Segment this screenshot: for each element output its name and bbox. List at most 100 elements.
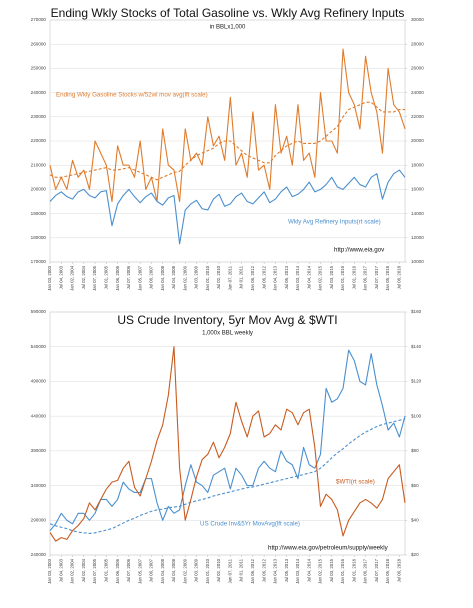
x-tick-label: Jul 06, 2018 (397, 558, 402, 582)
x-tick-label: Jul 04, 2008 (171, 265, 176, 289)
y2-tick-label: $100 (411, 413, 422, 418)
x-tick-label: Jan 03, 2014 (295, 265, 300, 290)
x-tick-label: Jan 02, 2009 (182, 558, 187, 583)
y-tick-label: 200000 (31, 187, 47, 192)
annotation: Ending Wkly Gasoline Stocks w/52wl mov a… (56, 92, 208, 99)
x-tick-label: Jul 03, 2009 (194, 265, 199, 289)
x-tick-label: Jan 06, 2012 (250, 558, 255, 583)
series-line (49, 101, 405, 181)
y2-tick-label: 14000 (411, 211, 424, 216)
x-tick-label: Jan 07, 2005 (92, 265, 97, 290)
y-tick-label: 240000 (31, 552, 47, 557)
annotation: US Crude Inv&5Yr MovAvg(lft scale) (200, 521, 300, 528)
series-line (49, 169, 406, 245)
x-tick-label: Jan 07, 2005 (92, 558, 97, 583)
y2-tick-label: 10000 (411, 259, 424, 264)
x-tick-label: Jul 02, 2004 (81, 265, 86, 289)
y-tick-label: 260000 (31, 41, 47, 46)
x-tick-label: Jan 05, 2007 (137, 558, 142, 583)
x-tick-label: Jul 02, 2010 (216, 558, 221, 582)
x-tick-label: Jan 02, 2015 (318, 265, 323, 290)
y2-tick-label: 12000 (411, 235, 424, 240)
x-tick-label: Jan 02, 2009 (182, 265, 187, 290)
x-tick-label: Jan 07, 2011 (227, 265, 232, 290)
y-tick-label: 170000 (31, 259, 47, 264)
y2-tick-label: 18000 (411, 162, 424, 167)
chart-subtitle: 1,000x BBL weekly (202, 331, 253, 337)
x-tick-label: Jan 06, 2006 (115, 558, 120, 583)
y2-tick-label: 20000 (411, 138, 424, 143)
x-tick-label: Jan 02, 2015 (318, 558, 323, 583)
y-tick-label: 220000 (31, 138, 47, 143)
x-tick-label: Jan 03, 2014 (295, 558, 300, 583)
x-tick-label: Jul 03, 2015 (329, 558, 334, 582)
x-tick-label: Jan 03, 2003 (47, 265, 52, 290)
chart-title: Ending Wkly Stocks of Total Gasoline vs.… (51, 6, 405, 20)
x-tick-label: Jul 03, 2015 (329, 265, 334, 289)
x-tick-label: Jul 01, 2011 (239, 558, 244, 582)
x-tick-label: Jan 04, 2013 (273, 558, 278, 583)
y-tick-label: 540000 (31, 344, 47, 349)
x-tick-label: Jan 01, 2010 (205, 265, 210, 290)
x-tick-label: Jan 06, 2017 (363, 558, 368, 583)
x-tick-label: Jan 03, 2003 (47, 558, 52, 583)
x-tick-label: Jul 05, 2013 (284, 265, 289, 289)
annotation: http://www.eia.gov/petroleum/supply/week… (268, 545, 389, 552)
y-tick-label: 180000 (31, 235, 47, 240)
x-tick-label: Jul 06, 2018 (397, 265, 402, 289)
y-tick-label: 390000 (31, 448, 47, 453)
x-tick-label: Jan 01, 2016 (340, 558, 345, 583)
x-tick-label: Jul 01, 2005 (103, 558, 108, 582)
x-tick-label: Jul 04, 2008 (171, 558, 176, 582)
x-tick-label: Jul 01, 2016 (351, 558, 356, 582)
y2-tick-label: $120 (411, 379, 422, 384)
x-tick-label: Jan 04, 2013 (273, 265, 278, 290)
chart-subtitle: in BBLx1,000 (210, 25, 246, 31)
y2-tick-label: 28000 (411, 41, 424, 46)
x-tick-label: Jul 01, 2005 (103, 265, 108, 289)
x-tick-label: Jan 07, 2011 (227, 558, 232, 583)
x-tick-label: Jan 01, 2016 (340, 265, 345, 290)
x-tick-label: Jul 06, 2007 (149, 265, 154, 289)
y-tick-label: 340000 (31, 483, 47, 488)
chart-title: US Crude Inventory, 5yr Mov Avg & $WTI (117, 313, 337, 327)
annotation: Wkly Avg Refinery Inputs(rt scale) (288, 219, 381, 226)
x-tick-label: Jan 06, 2017 (363, 265, 368, 290)
x-tick-label: Jan 06, 2012 (250, 265, 255, 290)
y-tick-label: 290000 (31, 518, 47, 523)
y-tick-label: 490000 (31, 379, 47, 384)
x-tick-label: Jan 04, 2008 (160, 558, 165, 583)
y-tick-label: 590000 (31, 309, 47, 314)
y-tick-label: 270000 (31, 17, 47, 22)
y-tick-label: 250000 (31, 66, 47, 71)
y-tick-label: 190000 (31, 211, 47, 216)
series-line (49, 48, 406, 203)
x-tick-label: Jul 04, 2003 (58, 265, 63, 289)
x-tick-label: Jan 05, 2018 (385, 558, 390, 583)
annotation: http://www.eia.gov (334, 247, 385, 254)
x-tick-label: Jan 05, 2018 (385, 265, 390, 290)
y2-tick-label: 22000 (411, 114, 424, 119)
x-tick-label: Jul 07, 2017 (374, 265, 379, 289)
x-tick-label: Jul 01, 2016 (351, 265, 356, 289)
x-tick-label: Jul 06, 2012 (261, 265, 266, 289)
x-tick-label: Jan 04, 2008 (160, 265, 165, 290)
x-tick-label: Jul 06, 2012 (261, 558, 266, 582)
annotation: $WTI(rt scale) (336, 479, 375, 486)
x-tick-label: Jan 05, 2007 (137, 265, 142, 290)
y2-tick-label: $160 (411, 309, 422, 314)
x-tick-label: Jan 02, 2004 (70, 265, 75, 290)
x-tick-label: Jul 07, 2017 (374, 558, 379, 582)
y-tick-label: 210000 (31, 162, 47, 167)
y-tick-label: 440000 (31, 413, 47, 418)
x-tick-label: Jul 03, 2009 (194, 558, 199, 582)
x-tick-label: Jul 04, 2003 (58, 558, 63, 582)
x-tick-label: Jan 06, 2006 (115, 265, 120, 290)
y2-tick-label: $40 (411, 518, 419, 523)
x-tick-label: Jul 04, 2014 (306, 265, 311, 289)
x-tick-label: Jul 02, 2010 (216, 265, 221, 289)
x-tick-label: Jan 02, 2004 (70, 558, 75, 583)
y2-tick-label: $140 (411, 344, 422, 349)
x-tick-label: Jul 05, 2013 (284, 558, 289, 582)
